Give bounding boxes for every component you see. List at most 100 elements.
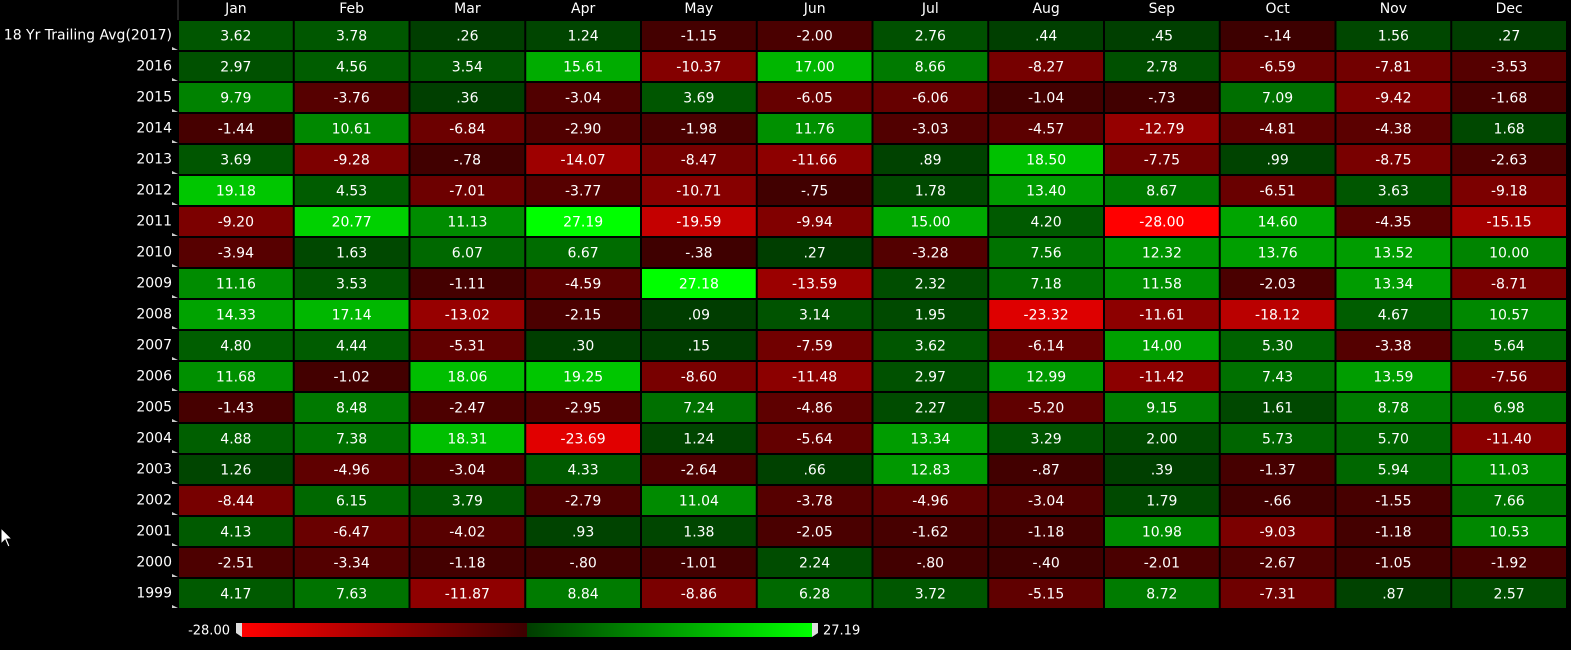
row-label: 2016 <box>136 59 172 75</box>
row-label: 2001 <box>136 524 172 540</box>
cell-value: -4.96 <box>912 494 948 510</box>
heat-cell <box>756 20 873 51</box>
cell-value: -6.06 <box>912 91 948 107</box>
heat-cell <box>409 330 526 361</box>
heat-cell <box>1104 330 1220 361</box>
heat-cell <box>1335 237 1452 268</box>
heat-cell <box>178 330 294 361</box>
heat-cell <box>988 113 1104 144</box>
heat-cell <box>756 423 873 454</box>
heat-cell <box>1104 392 1220 423</box>
cell-value: 1.95 <box>915 308 946 324</box>
heat-cell <box>293 485 410 516</box>
heat-cell <box>1104 206 1220 237</box>
heat-cell <box>1104 361 1220 392</box>
heat-cell <box>525 578 641 609</box>
heat-cell <box>178 175 294 206</box>
heat-cell <box>1219 578 1336 609</box>
cell-value: 1.61 <box>1262 401 1293 417</box>
heat-cell <box>1219 547 1336 578</box>
cell-value: 8.78 <box>1378 401 1409 417</box>
cell-value: 2.97 <box>220 60 251 76</box>
cell-value: -1.02 <box>334 370 370 386</box>
cell-value: 12.83 <box>910 463 950 479</box>
heat-cell <box>756 237 873 268</box>
cell-value: 1.24 <box>683 432 714 448</box>
cell-value: .27 <box>803 246 825 262</box>
cell-value: 1.26 <box>220 463 251 479</box>
cell-value: -9.03 <box>1260 525 1296 541</box>
heat-cell <box>525 175 641 206</box>
cell-value: 3.69 <box>683 91 714 107</box>
heat-cell <box>293 454 410 485</box>
cell-value: 11.68 <box>216 370 256 386</box>
cell-value: -4.81 <box>1260 122 1296 138</box>
cell-value: .93 <box>572 525 594 541</box>
heat-cell <box>756 144 873 175</box>
cell-value: -1.43 <box>218 401 254 417</box>
heat-cell <box>409 82 526 113</box>
heat-cell <box>872 423 989 454</box>
heat-cell <box>756 485 873 516</box>
cell-value: -6.84 <box>449 122 485 138</box>
cell-value: 18.31 <box>447 432 487 448</box>
heat-cell <box>525 361 641 392</box>
cell-value: -.40 <box>1032 556 1059 572</box>
heat-cell <box>988 51 1104 82</box>
heat-cell <box>641 330 757 361</box>
heat-cell <box>1451 51 1567 82</box>
heat-cell <box>1335 485 1452 516</box>
heat-cell <box>525 113 641 144</box>
heat-cell <box>525 51 641 82</box>
cell-value: .44 <box>1035 29 1057 45</box>
cell-value: -5.15 <box>1028 587 1064 603</box>
cell-value: -5.31 <box>449 339 485 355</box>
cell-value: 9.15 <box>1146 401 1177 417</box>
cell-value: 1.68 <box>1494 122 1525 138</box>
heat-cell <box>1335 206 1452 237</box>
cell-value: -11.61 <box>1139 308 1184 324</box>
heat-cell <box>1104 237 1220 268</box>
column-header: Nov <box>1380 1 1407 17</box>
heat-cell <box>756 330 873 361</box>
heat-cell <box>178 82 294 113</box>
heat-cell <box>1219 299 1336 330</box>
cell-value: 11.16 <box>216 277 256 293</box>
row-marker <box>172 543 178 546</box>
heat-cell <box>1451 578 1567 609</box>
column-header: Mar <box>454 1 481 17</box>
cell-value: -6.05 <box>797 91 833 107</box>
cell-value: 3.72 <box>915 587 946 603</box>
heat-cell <box>525 392 641 423</box>
column-header: Apr <box>571 1 595 17</box>
cell-value: 7.24 <box>683 401 714 417</box>
heat-cell <box>1219 268 1336 299</box>
cell-value: .09 <box>688 308 710 324</box>
heat-cell <box>1104 485 1220 516</box>
heat-cell <box>1335 113 1452 144</box>
cell-value: 10.98 <box>1142 525 1182 541</box>
heat-cell <box>641 144 757 175</box>
cell-value: 6.28 <box>799 587 830 603</box>
heat-cell <box>1104 547 1220 578</box>
cell-value: -2.03 <box>1260 277 1296 293</box>
cell-value: 7.18 <box>1031 277 1062 293</box>
cell-value: 7.43 <box>1262 370 1293 386</box>
cell-value: -.66 <box>1264 494 1291 510</box>
heat-cell <box>756 361 873 392</box>
heat-cell <box>409 578 526 609</box>
cell-value: -6.14 <box>1028 339 1064 355</box>
row-label: 1999 <box>136 586 172 602</box>
cell-value: 4.53 <box>336 184 367 200</box>
cell-value: -10.37 <box>676 60 721 76</box>
row-marker <box>172 450 178 453</box>
row-label: 2000 <box>136 555 172 571</box>
cell-value: -.75 <box>801 184 828 200</box>
heat-cell <box>1451 268 1567 299</box>
cell-value: -2.00 <box>797 29 833 45</box>
heat-cell <box>293 578 410 609</box>
cell-value: -10.71 <box>676 184 721 200</box>
cell-value: 7.38 <box>336 432 367 448</box>
heat-cell <box>872 268 989 299</box>
scale-handle-right <box>812 623 818 637</box>
